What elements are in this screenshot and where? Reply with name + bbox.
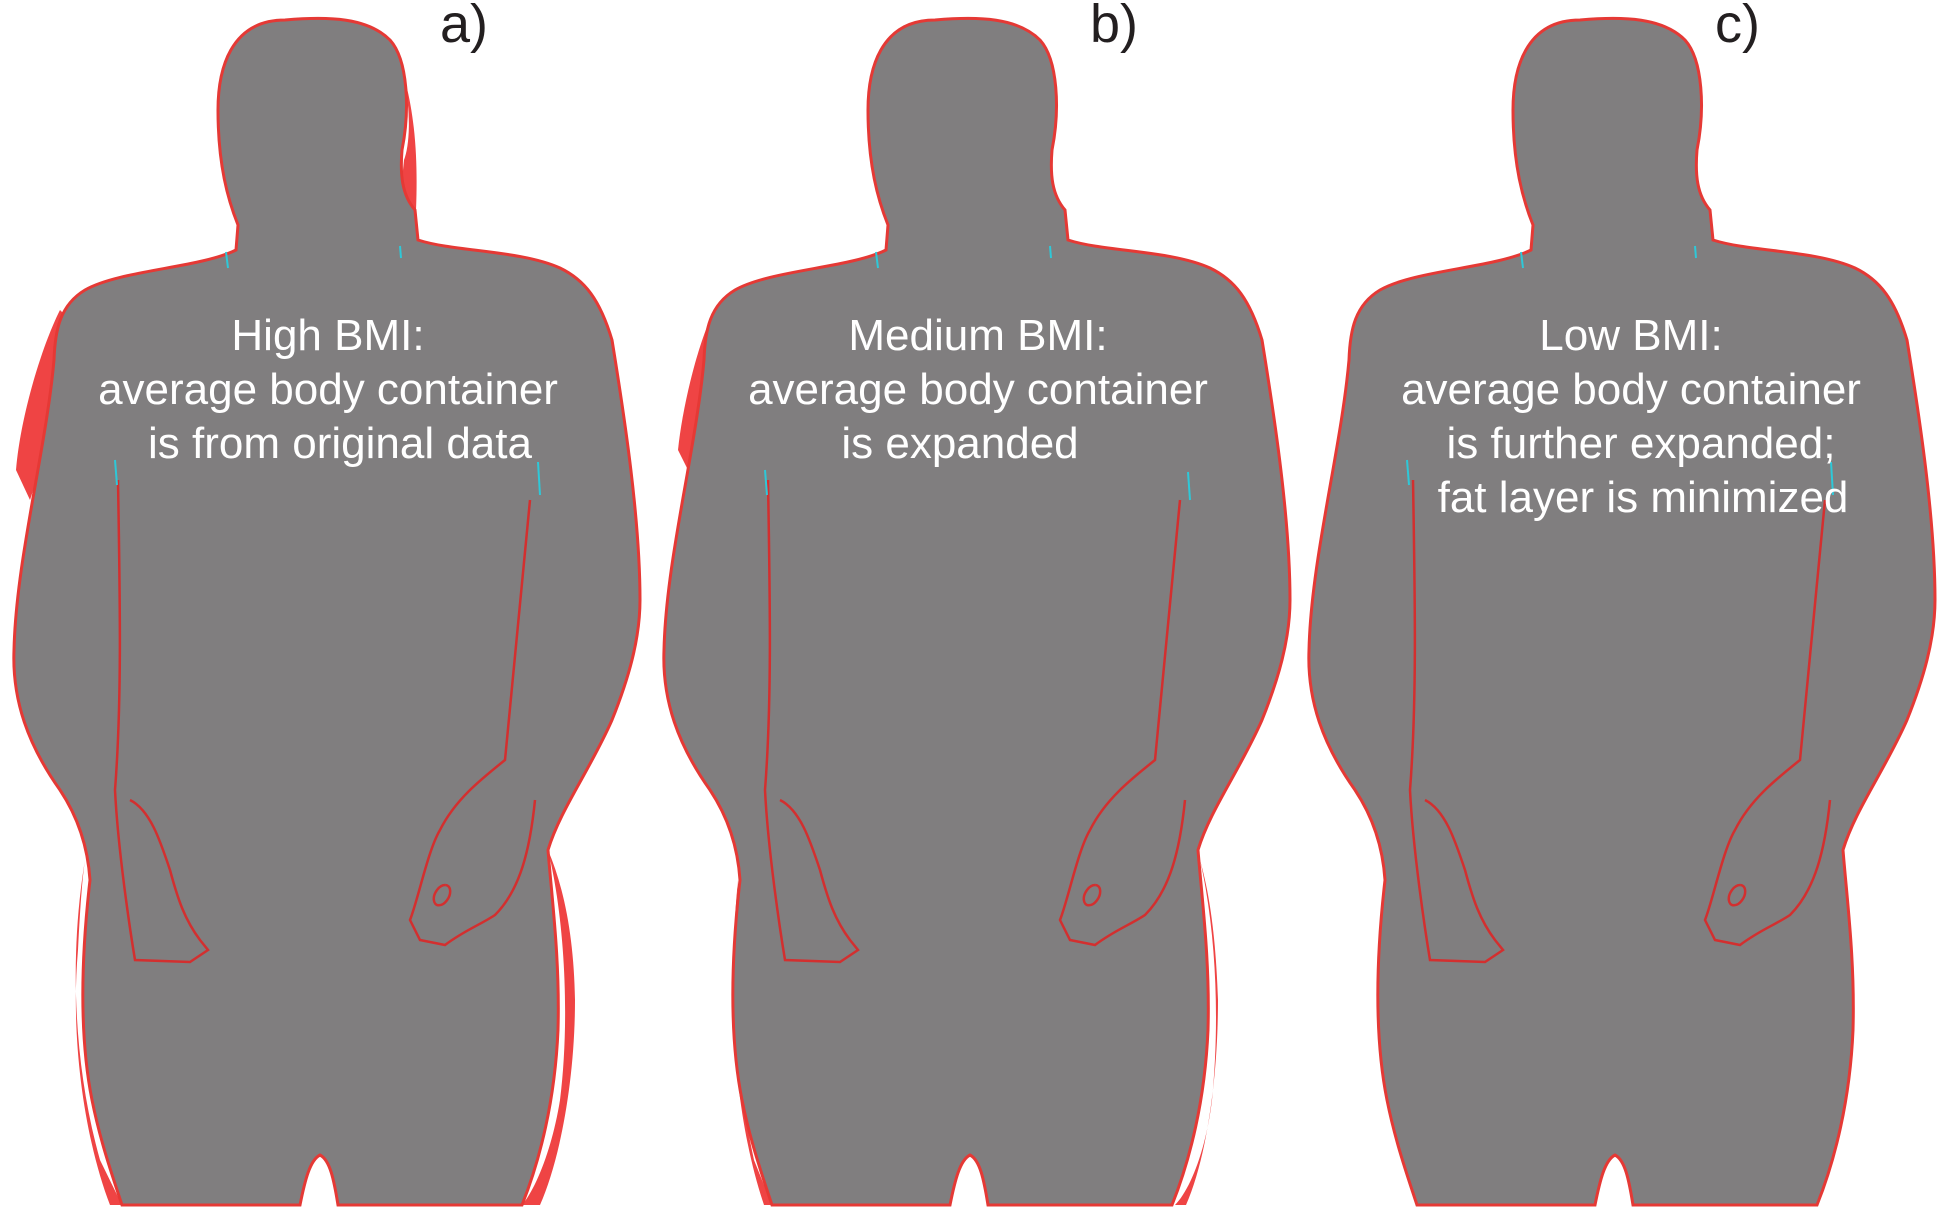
caption-b-line-3: is expanded bbox=[841, 419, 1078, 468]
caption-c-line-4: fat layer is minimized bbox=[1438, 473, 1849, 522]
cyan-marks-c bbox=[1406, 245, 1834, 496]
caption-b-line-2: average body container bbox=[748, 365, 1208, 414]
caption-c-line-2: average body container bbox=[1401, 365, 1861, 414]
caption-a-line-1: High BMI: bbox=[231, 311, 424, 360]
caption-c-line-1: Low BMI: bbox=[1539, 311, 1722, 360]
caption-a-line-2: average body container bbox=[98, 365, 558, 414]
panel-c: c) Low BMI: average body container is fu… bbox=[1307, 0, 1937, 1207]
panel-letter-c: c) bbox=[1715, 0, 1760, 54]
cyan-marks-b bbox=[764, 245, 1191, 501]
cyan-marks-a bbox=[114, 245, 541, 496]
panel-b: b) Medium BMI: average body container is… bbox=[662, 0, 1292, 1207]
panel-letter-b: b) bbox=[1090, 0, 1138, 54]
caption-c-line-3: is further expanded; bbox=[1447, 419, 1836, 468]
panel-letter-a: a) bbox=[440, 0, 488, 54]
caption-a-line-3: is from original data bbox=[148, 419, 532, 468]
panel-a: a) High BMI: average body container is f… bbox=[12, 0, 642, 1207]
caption-b-line-1: Medium BMI: bbox=[848, 311, 1107, 360]
